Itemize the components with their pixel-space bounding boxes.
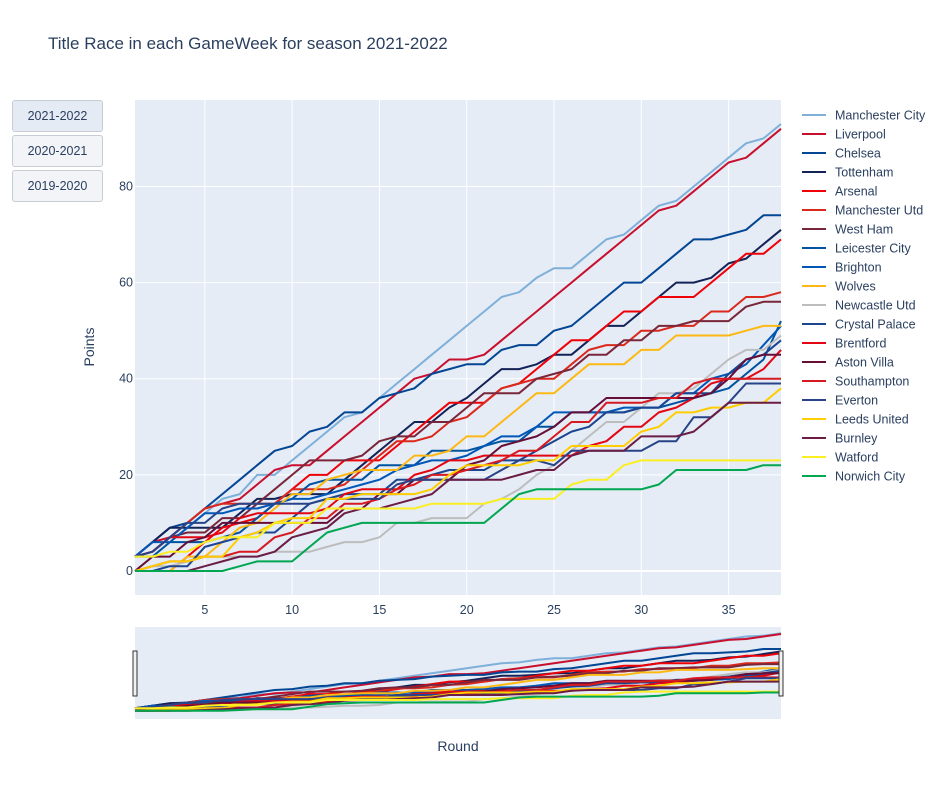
range-slider-left-handle[interactable] <box>132 650 138 697</box>
x-tick-label: 35 <box>722 603 736 617</box>
x-tick-label: 30 <box>634 603 648 617</box>
series-line-18[interactable] <box>135 459 781 558</box>
legend-label-5[interactable]: Manchester Utd <box>835 204 923 218</box>
slider-series-line-18 <box>135 690 781 710</box>
legend-label-15[interactable]: Everton <box>835 394 878 408</box>
legend-label-19[interactable]: Norwich City <box>835 470 906 484</box>
legend-label-18[interactable]: Watford <box>835 451 878 465</box>
legend-label-10[interactable]: Newcastle Utd <box>835 299 916 313</box>
y-tick-label: 60 <box>119 276 133 290</box>
y-tick-label: 0 <box>126 564 133 578</box>
series-line-0[interactable] <box>134 123 782 572</box>
series-line-17[interactable] <box>135 401 781 572</box>
y-tick-label: 40 <box>119 372 133 386</box>
range-slider-lines <box>134 632 782 712</box>
season-button-2019-2020[interactable]: 2019-2020 <box>12 170 103 202</box>
series-line-14[interactable] <box>134 377 781 572</box>
series-line-9[interactable] <box>135 324 781 572</box>
legend-label-9[interactable]: Wolves <box>835 280 876 294</box>
x-tick-label: 5 <box>201 603 208 617</box>
series-line-2[interactable] <box>134 214 781 558</box>
legend-label-7[interactable]: Leicester City <box>835 242 911 256</box>
series-line-1[interactable] <box>134 128 782 558</box>
legend: Manchester City Liverpool Chelsea Tottenham… <box>802 109 926 484</box>
series-line-7[interactable] <box>135 320 782 558</box>
series-lines <box>134 123 782 572</box>
season-button-2021-2022[interactable]: 2021-2022 <box>12 100 103 132</box>
legend-label-12[interactable]: Brentford <box>835 337 886 351</box>
slider-series-line-1 <box>134 633 782 710</box>
y-tick-label: 80 <box>119 180 133 194</box>
legend-label-1[interactable]: Liverpool <box>835 128 886 142</box>
legend-label-4[interactable]: Arsenal <box>835 185 877 199</box>
legend-label-17[interactable]: Burnley <box>835 432 878 446</box>
slider-series-line-2 <box>134 648 781 710</box>
x-tick-label: 20 <box>460 603 474 617</box>
legend-label-6[interactable]: West Ham <box>835 223 893 237</box>
x-tick-label: 25 <box>547 603 561 617</box>
x-tick-label: 15 <box>372 603 386 617</box>
slider-series-line-19 <box>135 691 781 712</box>
slider-series-line-12 <box>134 671 782 710</box>
series-line-12[interactable] <box>134 349 782 558</box>
legend-label-13[interactable]: Aston Villa <box>835 356 894 370</box>
series-line-19[interactable] <box>135 464 781 572</box>
legend-label-14[interactable]: Southampton <box>835 375 909 389</box>
legend-label-2[interactable]: Chelsea <box>835 147 881 161</box>
axis-ticks: 5 10 15 20 25 30 35 0 20 40 60 80 <box>119 180 736 617</box>
x-tick-label: 10 <box>285 603 299 617</box>
season-button-2020-2021[interactable]: 2020-2021 <box>12 135 103 167</box>
legend-label-8[interactable]: Brighton <box>835 261 882 275</box>
legend-label-3[interactable]: Tottenham <box>835 166 893 180</box>
legend-label-0[interactable]: Manchester City <box>835 109 926 123</box>
range-slider-right-handle[interactable] <box>778 650 784 697</box>
legend-label-16[interactable]: Leeds United <box>835 413 909 427</box>
x-axis-title: Round <box>437 738 478 754</box>
y-axis-title: Points <box>81 328 97 367</box>
series-line-6[interactable] <box>134 300 781 558</box>
legend-label-11[interactable]: Crystal Palace <box>835 318 916 332</box>
plot-area <box>135 100 781 595</box>
y-tick-label: 20 <box>119 468 133 482</box>
slider-series-line-17 <box>135 680 781 712</box>
chart-title: Title Race in each GameWeek for season 2… <box>48 34 448 53</box>
